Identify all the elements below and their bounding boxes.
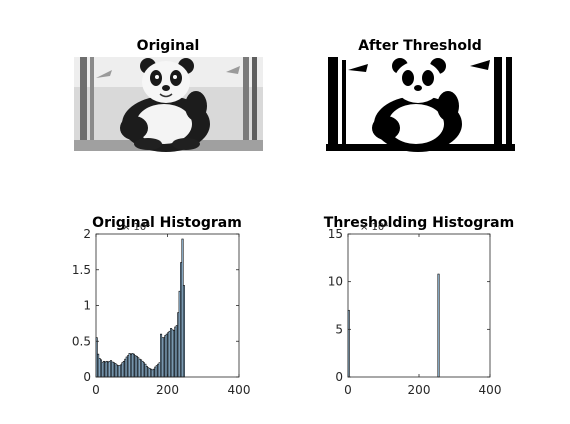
original-image	[74, 57, 263, 152]
thresholding-histogram-axes-box	[347, 233, 491, 378]
original-histogram-title: Original Histogram	[92, 215, 242, 231]
y-tick-label: 0.5	[72, 334, 91, 348]
histogram-bar	[437, 273, 440, 378]
original-histogram: 0 200 400 0 0.5 1 1.5 2 Original Histogram × 10…	[72, 215, 251, 397]
histogram-bar	[182, 285, 185, 378]
thresholding-histogram-ticks: 0 200 400 0 5 10 15	[328, 227, 502, 397]
x-tick-label: 200	[156, 383, 179, 397]
original-histogram-bars	[95, 238, 185, 378]
y-tick-label: 2	[83, 227, 91, 241]
y-tick-label: 0	[335, 370, 343, 384]
original-histogram-exponent: × 10⁴	[122, 222, 150, 233]
y-tick-label: 10	[328, 275, 343, 289]
y-tick-label: 1	[83, 299, 91, 313]
thresholding-histogram-exponent: × 10⁴	[360, 222, 388, 233]
thresholding-histogram-title: Thresholding Histogram	[324, 215, 514, 231]
thresholded-image	[326, 57, 515, 152]
original-histogram-ticks: 0 200 400 0 0.5 1 1.5 2	[72, 227, 251, 397]
x-tick-label: 400	[479, 383, 502, 397]
x-tick-label: 0	[344, 383, 352, 397]
y-tick-label: 5	[335, 322, 343, 336]
x-tick-label: 0	[92, 383, 100, 397]
original-image-title: Original	[137, 38, 200, 54]
x-tick-label: 200	[408, 383, 431, 397]
thresholding-histogram-bars	[347, 273, 440, 378]
y-tick-label: 15	[328, 227, 343, 241]
thresholded-image-title: After Threshold	[358, 38, 482, 54]
y-tick-label: 1.5	[72, 263, 91, 277]
y-tick-label: 0	[83, 370, 91, 384]
x-tick-label: 400	[228, 383, 251, 397]
thresholding-histogram: 0 200 400 0 5 10 15 Thresholding Histogram × 1…	[324, 215, 514, 397]
